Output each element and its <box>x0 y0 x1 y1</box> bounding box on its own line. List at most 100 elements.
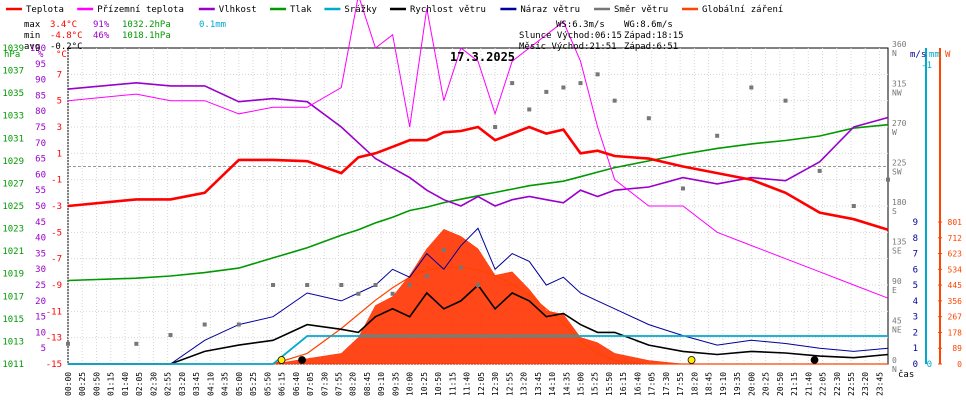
wind-direction-point <box>783 98 788 103</box>
wind-gust-line <box>68 227 889 365</box>
tick-time: 01:40 <box>121 372 130 396</box>
wind-direction-point <box>168 333 173 338</box>
tick-rad: 712 <box>948 234 963 243</box>
wind-direction-point <box>356 291 361 296</box>
wind-direction-point <box>493 125 498 129</box>
wind-direction-point <box>305 283 310 287</box>
legend-label: Srážky <box>344 5 377 15</box>
unit-labels: hPa % °C m/s mm W čas <box>4 50 951 380</box>
wind-direction-point <box>749 85 754 90</box>
tick-time: 13:20 <box>520 372 529 396</box>
tick-hpa: 1033 <box>2 112 24 122</box>
tick-wind: 1 <box>913 344 918 354</box>
tick-time: 17:05 <box>648 372 657 396</box>
tick-hpa: 1023 <box>2 225 24 235</box>
tick-rad: 89 <box>952 344 962 353</box>
tick-rad: 445 <box>948 281 963 290</box>
legend-label: Globální záření <box>702 5 783 15</box>
stat-max-temp: 3.4°C <box>50 20 77 30</box>
tick-time: 00:00 <box>64 372 73 396</box>
tick-rad: 178 <box>948 328 963 337</box>
wind-direction-point <box>561 85 566 90</box>
tick-time: 11:15 <box>448 372 457 396</box>
tick-wind: 3 <box>913 313 918 323</box>
tick-time: 18:20 <box>690 372 699 396</box>
tick-time: 17:55 <box>676 372 685 396</box>
tick-time: 15:50 <box>605 372 614 396</box>
tick-time: 04:35 <box>221 372 230 396</box>
tick-rad: 267 <box>948 313 963 322</box>
tick-dir-label: W <box>892 128 897 137</box>
legend-label: Směr větru <box>614 5 668 15</box>
unit-time: čas <box>898 369 914 380</box>
wind-gust-info: WG:8.6m/s <box>624 20 673 30</box>
tick-temp: -1 <box>51 176 62 186</box>
tick-rad: 623 <box>948 250 963 259</box>
wind-direction-point <box>646 116 651 121</box>
wind-direction-point <box>544 89 549 94</box>
stat-max-press: 1032.2hPa <box>122 20 171 30</box>
tick-time: 09:10 <box>377 372 386 396</box>
unit-hpa: hPa <box>4 50 20 60</box>
tick-time: 08:20 <box>349 372 358 396</box>
wind-direction-point <box>681 186 685 191</box>
moon-set-info: Západ:6:51 <box>624 42 678 52</box>
tick-time: 07:30 <box>320 372 329 396</box>
legend-label: Náraz větru <box>520 5 580 15</box>
tick-time: 12:55 <box>505 372 514 396</box>
wind-direction-point <box>612 98 617 103</box>
tick-time: 02:30 <box>149 372 158 396</box>
stat-min-hum: 46% <box>93 31 110 41</box>
stat-max-hum: 91% <box>93 20 110 30</box>
tick-hum: 45 <box>35 218 46 228</box>
tick-temp: 3 <box>57 123 62 133</box>
tick-hum: 60 <box>35 170 46 180</box>
wind-direction-point <box>202 322 207 327</box>
tick-time: 13:45 <box>534 372 543 396</box>
wind-direction-point <box>407 283 412 287</box>
legend-label: Rychlost větru <box>410 5 486 15</box>
tick-dir: 135 <box>892 238 907 247</box>
tick-hum: 100 <box>30 44 46 54</box>
tick-wind: 8 <box>913 234 918 244</box>
moonrise-marker <box>810 356 819 364</box>
tick-time: 19:10 <box>719 372 728 396</box>
tick-hum: 30 <box>35 265 46 275</box>
tick-hum: 35 <box>35 249 46 259</box>
tick-hpa: 1039 <box>2 44 24 54</box>
sun-rise-info: Slunce Východ:06:15 <box>519 31 622 41</box>
tick-hum: 15 <box>35 313 46 323</box>
tick-hum: 80 <box>35 107 46 117</box>
stat-min-temp: -4.8°C <box>50 31 83 41</box>
tick-temp: -9 <box>51 281 62 291</box>
tick-hum: 10 <box>35 328 46 338</box>
unit-hum: % <box>38 50 44 60</box>
wind-direction-point <box>510 81 515 86</box>
tick-hpa: 1013 <box>2 337 24 347</box>
tick-time: 15:25 <box>591 372 600 396</box>
tick-time: 05:00 <box>235 372 244 396</box>
tick-dir-label: NE <box>892 326 902 335</box>
wind-speed-info: WS:6.3m/s <box>556 20 605 30</box>
tick-temp: -7 <box>51 255 62 265</box>
stat-max-rain: 0.1mm <box>199 20 226 30</box>
wind-direction-point <box>458 265 463 270</box>
tick-time: 10:25 <box>420 372 429 396</box>
tick-time: 08:45 <box>363 372 372 396</box>
tick-wind: 7 <box>913 250 918 260</box>
stat-avg-temp: -0.2°C <box>50 42 83 52</box>
tick-time: 14:35 <box>562 372 571 396</box>
unit-temp: °C <box>56 50 67 60</box>
tick-hum: 40 <box>35 234 46 244</box>
stat-min-press: 1018.1hPa <box>122 31 171 41</box>
grid <box>67 48 888 365</box>
series-lines <box>66 0 890 365</box>
tick-temp: 1 <box>57 149 62 159</box>
wind-direction-point <box>271 283 275 287</box>
moonset-marker <box>298 356 306 364</box>
tick-dir: 315 <box>892 80 907 89</box>
tick-wind: 5 <box>913 281 918 291</box>
tick-wind: 4 <box>913 297 918 307</box>
tick-dir-label: SW <box>892 168 902 177</box>
